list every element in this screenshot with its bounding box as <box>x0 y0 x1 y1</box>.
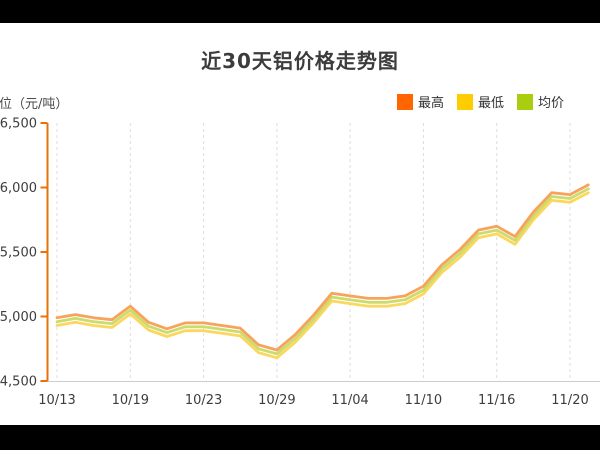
series-line-average <box>55 187 590 356</box>
series-line-lowest <box>55 191 590 360</box>
legend-label-average: 均价 <box>538 96 565 111</box>
svg-text:10/19: 10/19 <box>112 393 149 408</box>
legend-label-lowest: 最低 <box>478 96 505 111</box>
chart-legend: 最高 最低 均价 <box>397 92 564 111</box>
svg-text:10/13: 10/13 <box>38 393 75 408</box>
svg-text:16,500: 16,500 <box>0 117 37 132</box>
legend-label-highest: 最高 <box>418 96 445 111</box>
x-axis-labels: 10/13 10/19 10/23 10/29 11/04 11/10 11/16 11/20 <box>38 393 588 408</box>
svg-text:11/10: 11/10 <box>405 393 442 408</box>
page-title: 近30天铝价格走势图 <box>201 49 399 73</box>
svg-text:10/29: 10/29 <box>258 393 295 408</box>
legend-swatch-average <box>517 93 534 110</box>
svg-text:15,500: 15,500 <box>0 246 37 261</box>
svg-text:14,500: 14,500 <box>0 375 37 390</box>
legend-item-lowest: 最低 <box>457 92 504 111</box>
svg-text:11/20: 11/20 <box>551 393 588 408</box>
legend-swatch-lowest <box>457 93 474 110</box>
svg-text:16,000: 16,000 <box>0 181 37 196</box>
letterbox-bottom <box>0 425 600 450</box>
svg-text:11/16: 11/16 <box>478 393 515 408</box>
letterbox-top <box>0 0 600 23</box>
legend-item-highest: 最高 <box>397 92 444 111</box>
svg-text:11/04: 11/04 <box>331 393 368 408</box>
y-axis-unit-label: 单位（元/吨） <box>0 97 69 112</box>
y-axis: 16,500 16,000 15,500 15,000 14,500 <box>0 117 49 390</box>
chart-panel <box>0 23 600 425</box>
svg-text:10/23: 10/23 <box>185 393 222 408</box>
vertical-gridlines <box>56 123 571 381</box>
legend-swatch-highest <box>397 93 413 110</box>
series-line-highest <box>55 183 590 352</box>
svg-text:15,000: 15,000 <box>0 310 37 325</box>
legend-item-average: 均价 <box>517 92 564 111</box>
